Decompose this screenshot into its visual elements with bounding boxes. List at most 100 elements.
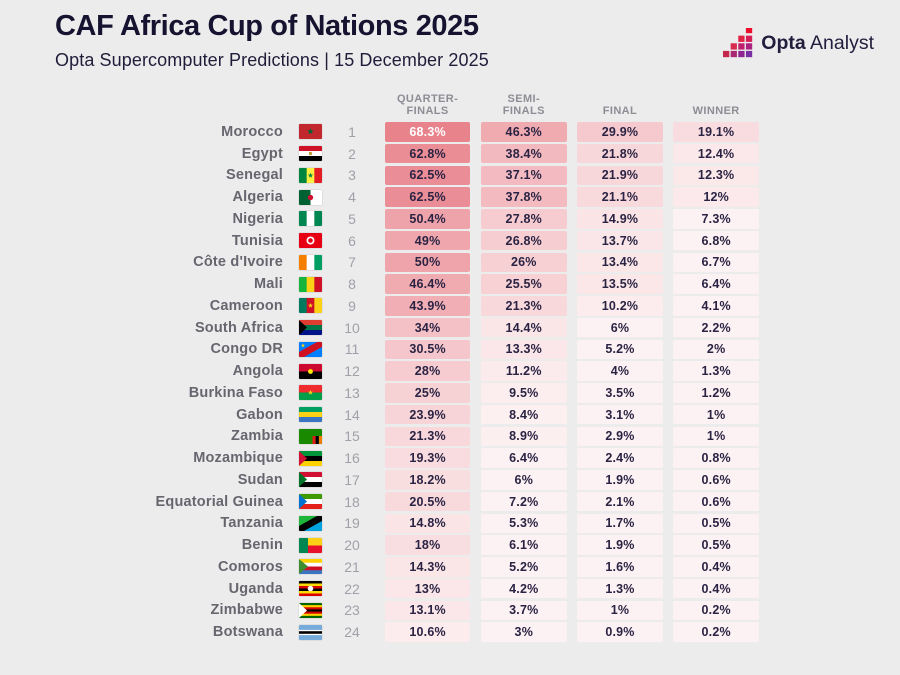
table-row: Botswana 24 10.6% 3% 0.9% 0.2% (0, 621, 900, 643)
probability-cell-semi-finals: 38.4% (481, 143, 567, 164)
probability-cell-semi-finals: 8.9% (481, 426, 567, 447)
team-rank: 11 (344, 341, 360, 358)
probability-cell-quarter-finals: 19.3% (384, 448, 471, 468)
probability-cell-semi-finals: 4.2% (481, 578, 567, 599)
probability-cell-winner: 12% (673, 187, 759, 207)
column-header-winner: WINNER (692, 104, 740, 117)
probability-cell-final: 1.3% (577, 578, 663, 599)
table-row: Equatorial Guinea 18 20.5% 7.2% 2.1% 0.6% (0, 491, 900, 513)
flag-icon (299, 602, 322, 618)
probability-cell-semi-finals: 5.2% (481, 557, 567, 577)
probability-cell-final: 1.7% (577, 513, 663, 534)
team-name: Zambia (231, 428, 283, 445)
team-rank: 14 (344, 406, 360, 423)
probability-cell-winner: 0.4% (673, 557, 759, 577)
team-name: Nigeria (232, 210, 283, 227)
probability-cell-winner: 1.3% (673, 361, 759, 381)
team-rank: 7 (348, 254, 356, 271)
flag-icon (299, 363, 322, 379)
team-rank: 15 (344, 428, 360, 445)
probability-cell-quarter-finals: 62.5% (384, 165, 471, 186)
probability-cell-winner: 4.1% (673, 296, 759, 316)
predictions-table: QUARTER- FINALS SEMI- FINALS FINAL WINNE… (0, 90, 900, 643)
probability-cell-winner: 2.2% (673, 317, 759, 338)
probability-cell-semi-finals: 25.5% (481, 274, 567, 294)
probability-cell-semi-finals: 7.2% (481, 491, 567, 512)
probability-cell-final: 6% (577, 317, 663, 338)
team-name: Tunisia (231, 232, 283, 249)
probability-cell-final: 2.9% (577, 426, 663, 447)
flag-icon (299, 450, 322, 466)
probability-cell-quarter-finals: 13.1% (384, 600, 471, 621)
flag-icon (299, 146, 322, 162)
team-name: Equatorial Guinea (155, 493, 283, 510)
column-header-quarter-finals: QUARTER- FINALS (396, 92, 459, 117)
team-name: Algeria (232, 189, 283, 206)
probability-cell-final: 0.9% (577, 622, 663, 642)
team-name: South Africa (194, 319, 283, 336)
flag-icon (299, 211, 322, 227)
probability-cell-semi-finals: 37.8% (481, 187, 567, 207)
probability-cell-winner: 0.5% (673, 513, 759, 534)
table-row: Cameroon 9 43.9% 21.3% 10.2% 4.1% (0, 295, 900, 317)
probability-cell-semi-finals: 3.7% (481, 600, 567, 621)
table-row: Angola 12 28% 11.2% 4% 1.3% (0, 360, 900, 382)
flag-icon (299, 320, 322, 336)
probability-cell-quarter-finals: 34% (384, 317, 471, 338)
table-row: Senegal 3 62.5% 37.1% 21.9% 12.3% (0, 165, 900, 187)
probability-cell-final: 3.1% (577, 404, 663, 425)
probability-cell-final: 5.2% (577, 339, 663, 360)
team-rank: 23 (344, 602, 360, 619)
table-row: Tanzania 19 14.8% 5.3% 1.7% 0.5% (0, 513, 900, 535)
probability-cell-winner: 6.8% (673, 230, 759, 251)
probability-cell-semi-finals: 46.3% (481, 122, 567, 142)
team-rank: 6 (348, 232, 356, 249)
probability-cell-quarter-finals: 20.5% (384, 491, 471, 512)
page-title: CAF Africa Cup of Nations 2025 (55, 10, 479, 42)
team-rank: 8 (348, 276, 356, 293)
probability-cell-quarter-finals: 62.8% (384, 143, 471, 164)
table-row: Algeria 4 62.5% 37.8% 21.1% 12% (0, 186, 900, 208)
probability-cell-winner: 1% (673, 426, 759, 447)
probability-cell-winner: 6.4% (673, 274, 759, 294)
probability-cell-quarter-finals: 21.3% (384, 426, 471, 447)
probability-cell-final: 13.4% (577, 252, 663, 273)
table-header-row: QUARTER- FINALS SEMI- FINALS FINAL WINNE… (0, 90, 900, 120)
team-rank: 9 (348, 297, 356, 314)
team-rank: 12 (344, 363, 360, 380)
table-body: Morocco 1 68.3% 46.3% 29.9% 19.1% Egypt 2 62.8% 3… (0, 121, 900, 643)
table-row: Sudan 17 18.2% 6% 1.9% 0.6% (0, 469, 900, 491)
probability-cell-semi-finals: 13.3% (481, 339, 567, 360)
probability-cell-final: 2.1% (577, 491, 663, 512)
probability-cell-winner: 0.8% (673, 448, 759, 468)
team-name: Senegal (225, 167, 283, 184)
probability-cell-final: 1.6% (577, 557, 663, 577)
probability-cell-final: 3.5% (577, 383, 663, 403)
probability-cell-semi-finals: 6.1% (481, 535, 567, 555)
probability-cell-quarter-finals: 43.9% (384, 296, 471, 316)
opta-squares-icon (723, 28, 753, 58)
flag-icon (299, 341, 322, 357)
probability-cell-winner: 12.3% (673, 165, 759, 186)
probability-cell-quarter-finals: 50.4% (384, 209, 471, 229)
team-rank: 3 (348, 167, 356, 184)
table-row: Côte d'Ivoire 7 50% 26% 13.4% 6.7% (0, 252, 900, 274)
page-subtitle: Opta Supercomputer Predictions | 15 Dece… (55, 50, 489, 70)
probability-cell-semi-finals: 26% (481, 252, 567, 273)
table-row: Nigeria 5 50.4% 27.8% 14.9% 7.3% (0, 208, 900, 230)
probability-cell-semi-finals: 6% (481, 470, 567, 490)
probability-cell-quarter-finals: 25% (384, 383, 471, 403)
probability-cell-quarter-finals: 68.3% (384, 122, 471, 142)
team-rank: 13 (344, 384, 360, 401)
probability-cell-final: 1% (577, 600, 663, 621)
probability-cell-semi-finals: 8.4% (481, 404, 567, 425)
probability-cell-final: 13.7% (577, 230, 663, 251)
table-row: South Africa 10 34% 14.4% 6% 2.2% (0, 317, 900, 339)
team-rank: 24 (344, 624, 360, 641)
probability-cell-quarter-finals: 10.6% (384, 622, 471, 642)
flag-icon (299, 559, 322, 575)
table-row: Mali 8 46.4% 25.5% 13.5% 6.4% (0, 273, 900, 295)
probability-cell-winner: 6.7% (673, 252, 759, 273)
table-row: Burkina Faso 13 25% 9.5% 3.5% 1.2% (0, 382, 900, 404)
